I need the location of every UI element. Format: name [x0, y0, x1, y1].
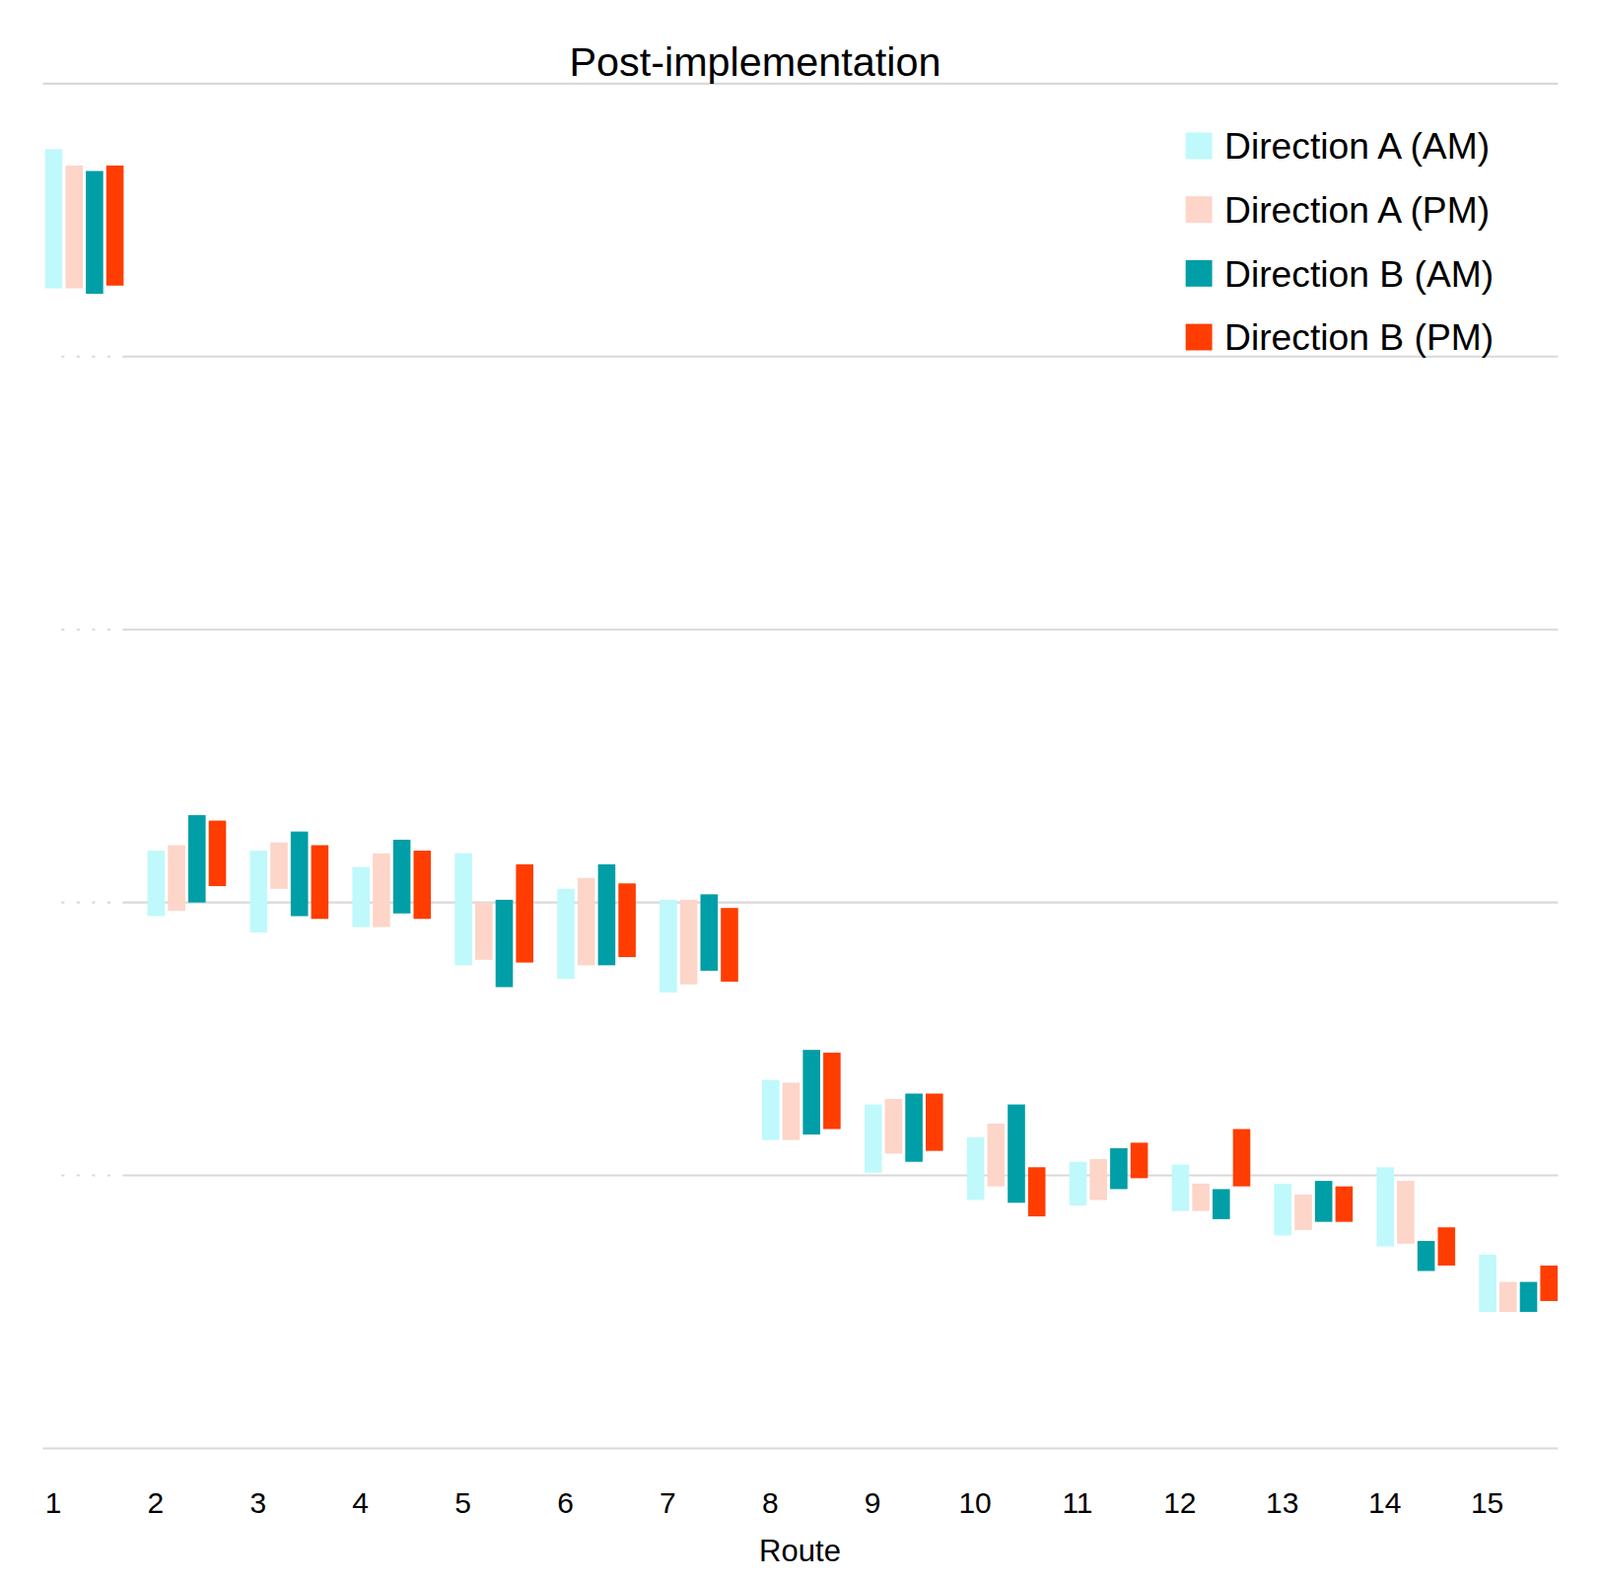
chart: 123456789101112131415Post-implementation…: [0, 0, 1600, 1580]
range-bar: [85, 170, 104, 294]
range-bar: [495, 900, 514, 988]
grid-line: [122, 1175, 1558, 1178]
range-bar: [1478, 1254, 1497, 1313]
range-bar: [577, 878, 596, 967]
range-bar: [1499, 1282, 1518, 1313]
range-bar: [45, 148, 64, 288]
range-bar: [1069, 1162, 1088, 1206]
x-tick-label: 14: [1368, 1486, 1401, 1520]
legend-swatch: [1185, 133, 1213, 160]
range-bar: [1335, 1186, 1354, 1223]
grid-line: [122, 902, 1558, 905]
range-bar: [1417, 1241, 1436, 1271]
range-bar: [782, 1082, 801, 1140]
bars: [45, 148, 1558, 1313]
range-bar: [904, 1093, 923, 1162]
x-axis-label: Route: [759, 1533, 841, 1569]
range-bar: [802, 1049, 821, 1135]
range-bar: [208, 821, 227, 887]
legend-label: Direction B (AM): [1224, 253, 1494, 295]
range-bar: [1191, 1183, 1210, 1212]
range-bar: [454, 853, 473, 967]
range-bar: [659, 900, 678, 993]
range-bar: [351, 867, 370, 928]
legend-swatch: [1185, 260, 1213, 287]
range-bar: [1376, 1167, 1394, 1247]
range-bar: [413, 850, 431, 919]
range-bar: [1315, 1181, 1333, 1223]
legend-label: Direction A (AM): [1224, 125, 1490, 167]
legend-swatch: [1185, 324, 1213, 351]
x-tick-label: 9: [864, 1486, 882, 1520]
range-bar: [925, 1093, 944, 1151]
range-bar: [167, 844, 186, 910]
range-bar: [598, 864, 617, 966]
range-bar: [1539, 1265, 1558, 1302]
x-tick-label: 7: [659, 1486, 677, 1520]
range-bar: [270, 842, 288, 890]
range-bar: [147, 850, 166, 916]
grid-line: [43, 1447, 1559, 1450]
range-bar: [987, 1123, 1006, 1187]
range-bar: [515, 864, 534, 964]
range-bar: [1274, 1183, 1293, 1237]
range-bar: [1007, 1105, 1026, 1204]
x-tick-label: 8: [762, 1486, 779, 1520]
legend-label: Direction A (PM): [1224, 189, 1490, 231]
x-tick-label: 10: [958, 1486, 991, 1520]
range-bar: [1089, 1159, 1108, 1201]
title: Post-implementation: [568, 39, 941, 85]
range-bar: [967, 1137, 985, 1201]
grid-line-break: [61, 628, 123, 631]
x-tick-label: 2: [147, 1486, 165, 1520]
range-bar: [762, 1080, 780, 1141]
x-tick-label: 15: [1470, 1486, 1504, 1520]
range-bar: [699, 894, 718, 972]
x-tick-label: 6: [556, 1486, 574, 1520]
range-bar: [1212, 1188, 1231, 1219]
x-tick-label: 11: [1061, 1486, 1093, 1520]
range-bar: [1130, 1142, 1149, 1179]
range-bar: [680, 900, 698, 985]
range-bar: [188, 815, 207, 904]
x-tick-label: 5: [454, 1486, 472, 1520]
range-bar: [1437, 1227, 1456, 1266]
range-bar: [475, 903, 493, 961]
grid-line-break: [61, 1175, 123, 1178]
range-bar: [1233, 1128, 1252, 1186]
x-tick-label: 12: [1163, 1486, 1196, 1520]
range-bar: [1110, 1148, 1128, 1190]
range-bar: [864, 1105, 883, 1174]
range-bar: [618, 883, 636, 958]
range-bar: [372, 853, 391, 928]
grid-line: [122, 628, 1558, 631]
range-bar: [1028, 1167, 1046, 1217]
x-tick-label: 4: [351, 1486, 369, 1520]
legend-swatch: [1185, 196, 1213, 223]
range-bar: [556, 889, 575, 979]
x-tick-label: 3: [249, 1486, 267, 1520]
range-bar: [290, 832, 309, 917]
range-bar: [311, 844, 330, 919]
range-bar: [393, 839, 412, 914]
grid-line-break: [61, 902, 123, 905]
range-bar: [1396, 1181, 1415, 1245]
range-bar: [106, 165, 125, 286]
range-bar: [1520, 1282, 1538, 1313]
x-tick-label: 1: [45, 1486, 63, 1520]
range-bar: [720, 907, 739, 982]
grid-line-break: [61, 355, 123, 358]
range-bar: [885, 1099, 904, 1154]
legend-label: Direction B (PM): [1224, 316, 1494, 358]
range-bar: [1294, 1194, 1313, 1231]
range-bar: [823, 1052, 841, 1130]
range-bar: [65, 165, 83, 289]
x-tick-label: 13: [1265, 1486, 1299, 1520]
legend: Direction A (AM) Direction A (PM) Directio…: [1185, 125, 1495, 358]
range-bar: [1172, 1164, 1190, 1211]
range-bar: [250, 850, 269, 933]
